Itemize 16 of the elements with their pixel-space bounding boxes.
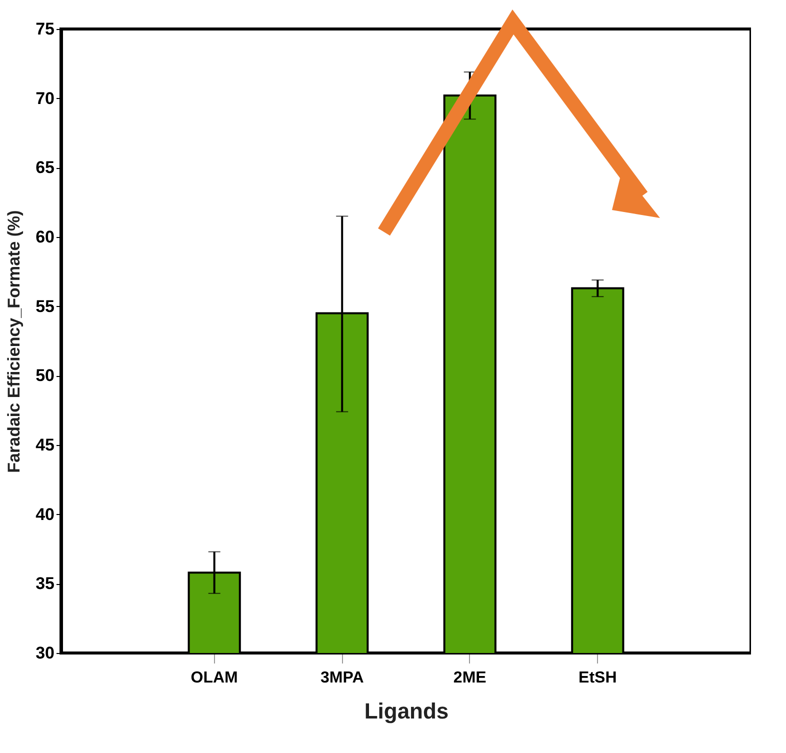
y-tick-label: 50 [36,366,54,386]
y-tick-label: 55 [36,296,54,316]
x-tick-label: OLAM [190,670,238,686]
y-axis-title: Faradaic Efficiency_Formate (%) [4,210,24,473]
y-tick-label: 45 [36,436,54,454]
y-tick-label: 30 [36,644,54,662]
y-tick-label: 65 [36,158,54,178]
x-tick-label: 3MPA [320,670,364,686]
y-tick-label: 35 [36,574,54,594]
x-tick-label: EtSH [578,670,617,686]
y-tick-label: 40 [36,504,54,524]
y-tick-label: 60 [36,228,54,246]
y-tick-label: 70 [36,88,54,108]
x-axis-title: Ligands [364,698,449,724]
x-tick-label: 2ME [453,670,487,686]
y-tick-label: 75 [36,20,54,38]
